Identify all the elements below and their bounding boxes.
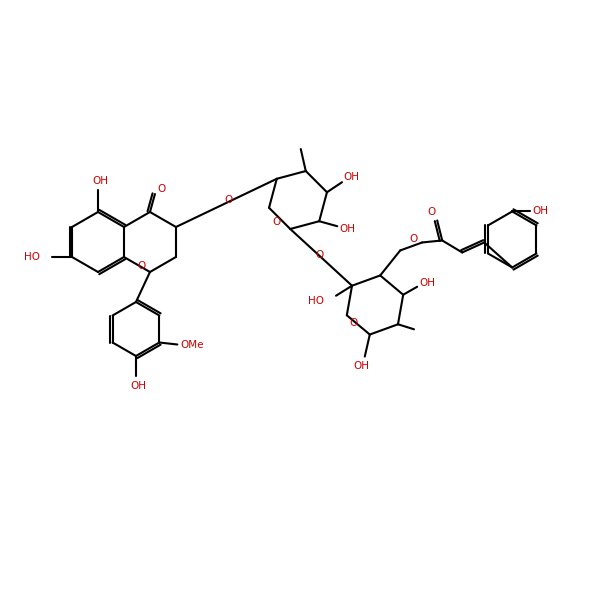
Text: O: O: [315, 250, 323, 260]
Text: HO: HO: [24, 252, 40, 262]
Text: OH: OH: [339, 224, 355, 234]
Text: OH: OH: [419, 278, 435, 288]
Text: O: O: [349, 318, 358, 328]
Text: O: O: [138, 261, 146, 271]
Text: OH: OH: [343, 172, 359, 182]
Text: OH: OH: [532, 206, 548, 217]
Text: O: O: [427, 208, 436, 217]
Text: OH: OH: [92, 176, 108, 186]
Text: O: O: [224, 195, 232, 205]
Text: O: O: [409, 235, 418, 244]
Text: O: O: [158, 184, 166, 194]
Text: OH: OH: [354, 361, 370, 371]
Text: OH: OH: [130, 381, 146, 391]
Text: HO: HO: [308, 296, 324, 306]
Text: O: O: [272, 217, 281, 227]
Text: OMe: OMe: [181, 340, 204, 349]
